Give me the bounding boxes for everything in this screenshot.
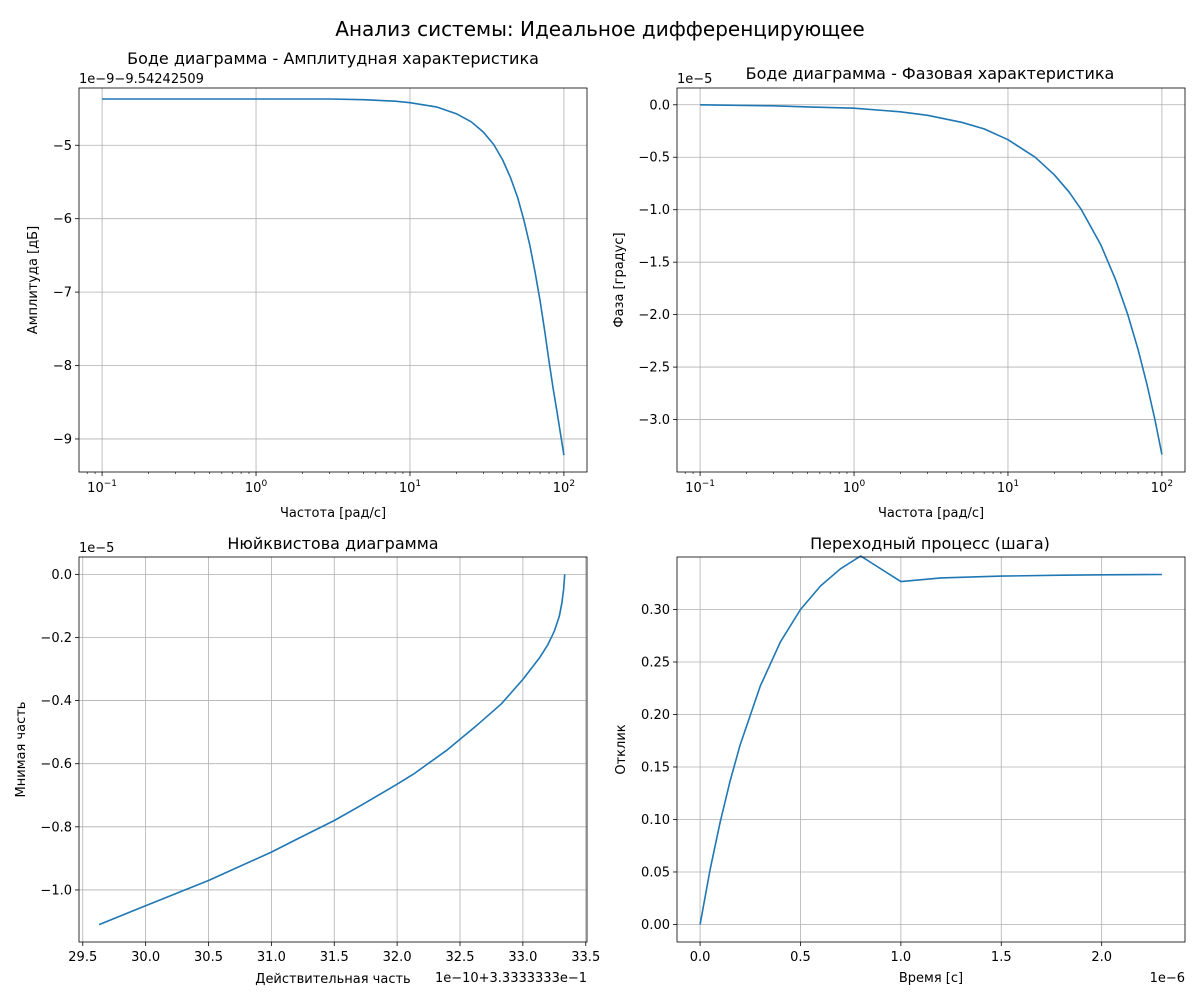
x-tick-label: 0.0 [690,950,711,965]
grid [677,557,1185,942]
x-tick-exponent: 2 [1167,479,1173,489]
x-tick-label: 30.0 [131,950,160,965]
y-tick-label: 0.05 [641,865,670,880]
x-tick-label: 100 [245,479,268,496]
y-tick-label: −2.5 [638,361,670,376]
y-tick-label: −0.6 [40,757,72,772]
y-tick-label: 0.20 [641,708,670,723]
x-tick-label: 32.0 [383,950,412,965]
y-tick-label: −0.4 [40,694,72,709]
x-tick-label: 102 [553,479,575,496]
axes-title: Нюйквистова диаграмма [227,534,438,553]
y-offset-text: 1e−9−9.54242509 [79,72,204,87]
x-tick-base: 10 [1151,481,1168,496]
y-tick-label: −8 [53,359,72,374]
x-tick-exponent: 0 [261,479,267,489]
x-tick-base: 10 [399,481,416,496]
x-tick-label: 29.5 [68,950,97,965]
x-tick-label: 101 [399,479,421,496]
grid [79,557,587,942]
y-axis-label: Амплитуда [дБ] [26,226,41,334]
series-line [102,98,565,456]
x-tick-label: 2.0 [1091,950,1112,965]
figure-title: Анализ системы: Идеальное дифференцирующ… [335,17,864,41]
y-tick-label: 0.30 [641,603,670,618]
x-tick-base: 10 [685,481,702,496]
series-line [699,555,1162,925]
y-tick-label: 0.15 [641,760,670,775]
y-axis-label: Отклик [614,724,629,774]
x-axis-label: Действительная часть [255,972,410,987]
axes-frame [78,87,588,473]
x-axis-label: Частота [рад/с] [878,506,984,521]
x-tick-label: 100 [843,479,866,496]
y-tick-label: −5 [53,139,72,154]
y-tick-label: 0.0 [51,568,72,583]
x-tick-exponent: 1 [415,479,421,489]
y-tick-label: −0.8 [40,820,72,835]
y-tick-label: −2.0 [638,308,670,323]
y-axis-label: Мнимая часть [14,702,29,798]
axes-frame [676,556,1186,943]
y-tick-label: −7 [53,286,72,301]
axes-title: Переходный процесс (шага) [810,534,1050,553]
x-tick-label: 1.5 [991,950,1012,965]
x-tick-exponent: 2 [569,479,575,489]
x-tick-label: 31.0 [257,950,286,965]
y-tick-label: 0.10 [641,813,670,828]
x-tick-exponent: 0 [859,479,865,489]
y-tick-label: −6 [53,212,72,227]
axes-title: Боде диаграмма - Амплитудная характерист… [127,49,539,68]
x-axis-label: Время [с] [899,971,963,986]
chart-bode-phase: 10−1 100 101 1020.0−0.5−1.0−1.5−2.0−2.5−3.0… [612,64,1186,521]
series-line [700,104,1163,455]
x-offset-text: 1e−6 [1150,971,1185,986]
x-tick-label: 101 [997,479,1019,496]
x-tick-base: 10 [553,481,570,496]
series-line [98,574,566,926]
x-tick-exponent: 1 [1013,479,1019,489]
y-tick-label: −1.0 [40,883,72,898]
y-tick-label: −3.0 [638,413,670,428]
axes-frame [78,556,588,943]
x-tick-label: 30.5 [194,950,223,965]
y-tick-label: 0.00 [641,918,670,933]
y-tick-label: −0.5 [638,151,670,166]
x-tick-base: 10 [843,481,860,496]
x-tick-exponent: −1 [104,479,117,489]
x-tick-label: 0.5 [790,950,811,965]
axes-title: Боде диаграмма - Фазовая характеристика [746,64,1115,83]
x-tick-label: 10−1 [685,479,715,496]
x-tick-base: 10 [997,481,1014,496]
x-axis-label: Частота [рад/с] [280,506,386,521]
y-offset-text: 1e−5 [79,541,114,556]
y-axis-label: Фаза [градус] [612,232,627,327]
y-tick-label: −1.0 [638,203,670,218]
x-tick-label: 33.5 [571,950,600,965]
x-tick-label: 102 [1151,479,1173,496]
axes-frame [676,87,1186,473]
y-tick-label: 0.25 [641,655,670,670]
x-tick-label: 32.5 [446,950,475,965]
x-tick-label: 10−1 [87,479,117,496]
x-tick-base: 10 [87,481,104,496]
chart-nyquist: 29.5 30.0 30.5 31.0 31.5 32.0 32.5 33.0 33.5 0.0 −… [14,534,600,987]
chart-step-response: 0.0 0.5 1.0 1.5 2.0 0.00 0.05 0.10 0.15 0.20 0.25 0… [614,534,1186,986]
x-tick-label: 1.0 [891,950,912,965]
y-tick-label: −9 [53,432,72,447]
y-tick-label: −0.2 [40,631,72,646]
x-tick-label: 33.0 [508,950,537,965]
x-tick-exponent: −1 [702,479,715,489]
x-offset-text: 1e−10+3.3333333e−1 [435,971,587,986]
grid [79,88,587,472]
y-tick-label: −1.5 [638,256,670,271]
x-tick-base: 10 [245,481,262,496]
x-tick-label: 31.5 [320,950,349,965]
y-offset-text: 1e−5 [677,72,712,87]
y-tick-label: 0.0 [649,98,670,113]
grid [677,88,1185,472]
